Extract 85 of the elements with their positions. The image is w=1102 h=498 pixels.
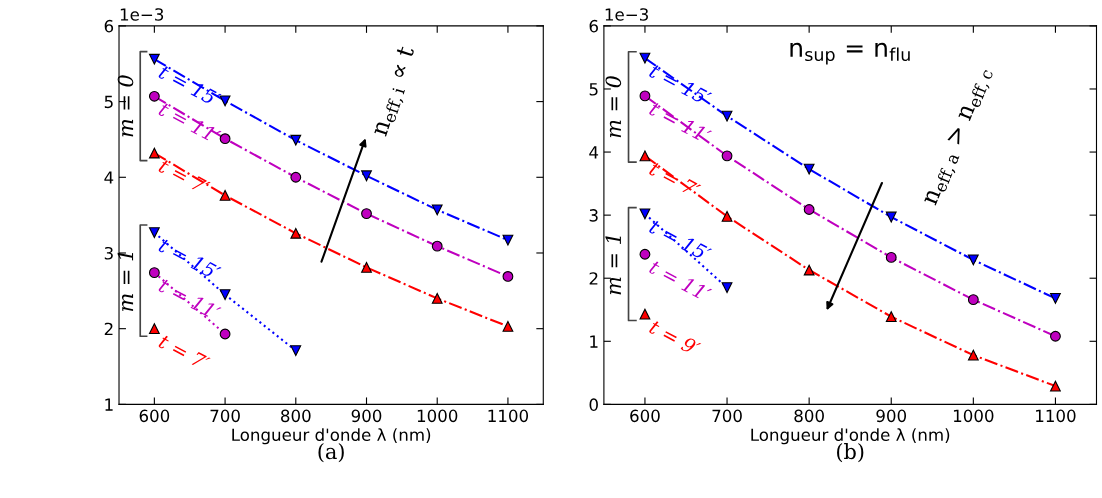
text: n$_{sup}$ = n$_{flu}$ xyxy=(790,42,910,65)
x-tick-label: 1100 xyxy=(488,409,529,423)
point xyxy=(639,52,651,64)
y-tick-label: 1 xyxy=(590,335,598,348)
x-tick-label: 900 xyxy=(351,409,382,423)
annotation: m = 1 xyxy=(605,236,621,295)
text: 1e−3 xyxy=(605,8,648,21)
point xyxy=(219,190,231,201)
annotation: n$_{eff,i}$ ∝ t xyxy=(370,44,420,139)
point xyxy=(1050,380,1061,392)
annotation: m = 1 xyxy=(117,252,134,311)
y-tick-label: 6 xyxy=(104,19,114,33)
y-tick-label: 0 xyxy=(589,398,598,411)
text: t = 11′ xyxy=(648,259,713,303)
y-tick-label: 6 xyxy=(589,19,598,33)
y-tick-label: 2 xyxy=(589,272,598,285)
point xyxy=(148,90,160,102)
point xyxy=(219,289,231,301)
point xyxy=(502,320,514,332)
point xyxy=(431,240,443,252)
point xyxy=(639,90,651,102)
point xyxy=(803,204,815,215)
point xyxy=(803,264,815,276)
point xyxy=(148,147,160,159)
y-tick-label: 4 xyxy=(104,171,114,184)
point xyxy=(721,210,733,222)
y-tick-label: 3 xyxy=(104,246,113,260)
point xyxy=(502,234,514,246)
x-tick-label: 600 xyxy=(139,409,170,423)
x-tick-label: 1100 xyxy=(1036,409,1076,423)
point xyxy=(148,267,160,279)
point xyxy=(431,204,443,216)
x-tick-label: 700 xyxy=(712,409,742,423)
point xyxy=(148,323,160,335)
point xyxy=(290,171,302,183)
annotation: n$_{eff,a}$ > n$_{eff,c}$ xyxy=(922,66,996,208)
text: t = 11′ xyxy=(157,277,222,321)
text: (a) xyxy=(318,443,344,463)
point xyxy=(885,251,897,263)
x-tick-label: 600 xyxy=(630,409,660,423)
x-tick-label: 800 xyxy=(281,409,311,423)
x-tick-label: 900 xyxy=(876,409,907,423)
point xyxy=(639,308,651,320)
point xyxy=(148,53,160,65)
point xyxy=(885,211,897,223)
y-tick-label: 4 xyxy=(589,146,599,159)
point xyxy=(967,349,979,361)
text: t = 9′ xyxy=(648,319,702,357)
point xyxy=(803,163,815,175)
point xyxy=(1050,330,1061,342)
x-tick-label: 1000 xyxy=(417,409,458,423)
point xyxy=(219,328,231,340)
point xyxy=(639,208,651,220)
point xyxy=(361,208,372,220)
text: t = 15′ xyxy=(157,238,222,279)
y-tick-label: 2 xyxy=(104,322,113,336)
x-tick-label: 1000 xyxy=(953,409,994,423)
point xyxy=(502,271,514,282)
y-tick-label: 5 xyxy=(104,95,113,109)
point xyxy=(967,294,979,306)
y-tick-label: 5 xyxy=(589,83,598,96)
text: 1e−3 xyxy=(120,8,164,21)
point xyxy=(721,110,733,122)
point xyxy=(885,311,897,323)
x-tick-label: 800 xyxy=(794,409,824,423)
point xyxy=(967,254,979,266)
point xyxy=(431,292,443,304)
point xyxy=(721,282,733,294)
point xyxy=(290,134,302,146)
point xyxy=(361,170,372,182)
text: t = 7′ xyxy=(157,333,211,372)
point xyxy=(290,345,302,357)
x-tick-label: 700 xyxy=(210,409,240,423)
point xyxy=(1050,292,1061,304)
point xyxy=(721,150,733,162)
point xyxy=(639,150,651,162)
y-tick-label: 3 xyxy=(589,209,598,222)
point xyxy=(290,227,302,239)
point xyxy=(148,227,160,238)
annotation: m = 0 xyxy=(605,76,622,138)
point xyxy=(361,261,372,273)
annotation: m = 0 xyxy=(117,75,134,137)
y-tick-label: 1 xyxy=(105,398,113,411)
text: (b) xyxy=(837,443,864,463)
point xyxy=(639,248,651,260)
